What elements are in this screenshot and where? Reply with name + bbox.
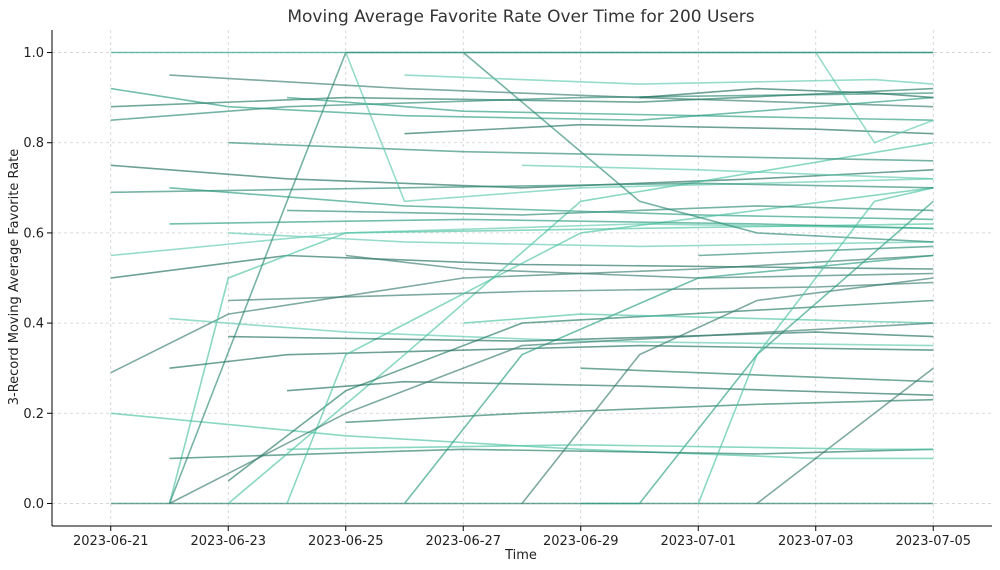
x-axis-label: Time — [504, 548, 537, 563]
x-tick-label: 2023-06-27 — [425, 534, 501, 549]
series-line — [463, 313, 934, 324]
y-tick-label: 1.0 — [23, 46, 44, 61]
series-line — [698, 245, 934, 257]
series-line — [286, 443, 934, 451]
series-line — [286, 205, 934, 216]
series-line — [110, 254, 934, 279]
series-line — [110, 182, 934, 194]
series-line — [697, 187, 934, 504]
series-line — [169, 322, 934, 505]
series-line — [110, 412, 934, 460]
axes: 2023-06-21 2023-06-23 2023-06-25 2023-06-27… — [23, 30, 992, 549]
series-line — [580, 200, 934, 505]
x-tick-label: 2023-07-05 — [895, 534, 971, 549]
x-tick-label: 2023-06-21 — [73, 534, 149, 549]
series-line — [286, 380, 934, 396]
x-tick-label: 2023-06-23 — [190, 534, 266, 549]
series-line — [168, 223, 934, 504]
series-lines — [110, 51, 934, 505]
series-line — [345, 52, 934, 203]
series-line — [345, 398, 934, 424]
series-line — [228, 141, 934, 162]
x-tick-label: 2023-06-25 — [308, 534, 384, 549]
series-line — [286, 96, 934, 121]
series-line — [404, 74, 934, 85]
series-line — [228, 232, 934, 248]
series-line — [169, 448, 934, 460]
series-line — [110, 87, 934, 108]
series-line — [227, 299, 934, 482]
series-line — [521, 277, 934, 504]
series-line — [168, 51, 934, 504]
series-line — [169, 317, 934, 347]
series-line — [815, 52, 934, 144]
series-line — [169, 344, 934, 369]
y-tick-label: 0.4 — [23, 317, 44, 332]
series-line — [110, 92, 934, 121]
series-line — [110, 254, 934, 374]
y-tick-label: 0.0 — [23, 497, 44, 512]
y-tick-label: 0.8 — [23, 136, 44, 151]
series-line — [228, 331, 934, 342]
series-line — [639, 87, 934, 99]
series-line — [462, 51, 934, 243]
series-line — [169, 74, 934, 108]
series-line — [345, 254, 934, 279]
y-axis-label: 3-Record Moving Average Favorite Rate — [7, 149, 22, 406]
x-tick-label: 2023-07-01 — [660, 534, 736, 549]
series-line — [404, 123, 934, 135]
x-tick-label: 2023-07-03 — [778, 534, 854, 549]
y-tick-label: 0.6 — [23, 226, 44, 241]
x-tick-label: 2023-06-29 — [543, 534, 619, 549]
chart-title: Moving Average Favorite Rate Over Time f… — [287, 7, 754, 27]
series-line — [110, 164, 934, 189]
series-line — [580, 367, 934, 383]
series-line — [521, 164, 934, 180]
series-line — [169, 218, 934, 230]
series-line — [756, 367, 934, 505]
series-line — [403, 254, 934, 504]
series-line — [169, 187, 934, 221]
y-tick-label: 0.2 — [23, 407, 44, 422]
series-line — [110, 87, 934, 122]
